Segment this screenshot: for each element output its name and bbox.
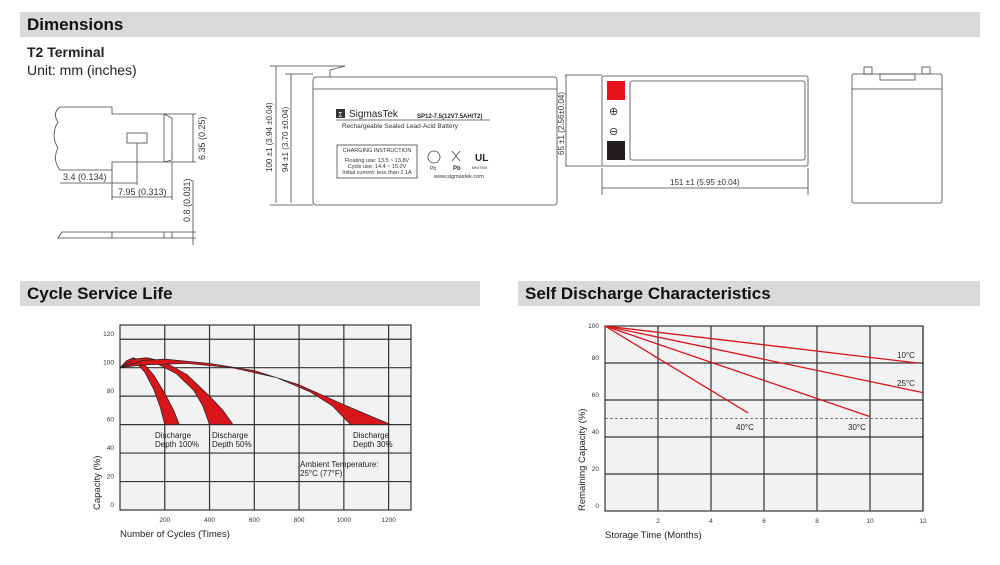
- positive-symbol-icon: ⊕: [609, 106, 618, 118]
- y-tick-label: 20: [592, 466, 600, 473]
- discharge-band-3: [119, 358, 392, 425]
- annotation-line2: 25°C (77°F): [300, 469, 343, 478]
- series-label-line1: Discharge: [155, 431, 192, 440]
- dim-length-top: 151 ±1 (5.95 ±0.04): [670, 178, 740, 187]
- charging-line: Initial current: less than 2.1A: [342, 170, 412, 176]
- charging-line: Cycle use: 14.4 ~ 15.0V: [348, 164, 407, 170]
- y-tick-label: 100: [103, 360, 114, 367]
- series-label-line2: Depth 30%: [353, 440, 393, 449]
- self-discharge-chart: 2 4 6 8 10 12 0 20 40 60 80 100 Storage Time (Months…: [577, 323, 927, 541]
- dim-total-height: 100 ±1 (3.94 ±0.04): [265, 102, 274, 172]
- x-axis-label: Number of Cycles (Times): [120, 529, 230, 540]
- battery-side-view: [851, 66, 943, 204]
- terminal-title: T2 Terminal: [27, 44, 105, 60]
- cycle-service-life-chart: 200 400 600 800 1000 1200 0 20 40 60 80 100 120 Numbe…: [92, 324, 412, 540]
- negative-symbol-icon: ⊖: [609, 126, 618, 138]
- y-tick-label: 40: [107, 445, 115, 452]
- battery-top-view: ⊕ ⊖ 65 ±1 (2.56±0.04) 151 ±1 (5.95 ±0.04…: [557, 74, 809, 195]
- dim-length: 7.95 (0.313): [118, 187, 167, 197]
- crossed-bin-icon: [451, 150, 461, 162]
- series-label-line2: Depth 50%: [212, 440, 252, 449]
- y-axis-label: Remaining Capacity (%): [577, 409, 588, 511]
- dim-hole: 3.4 (0.134): [63, 172, 107, 182]
- series-label: 40°C: [736, 423, 754, 432]
- y-tick-label: 80: [592, 355, 600, 362]
- series-line: [604, 325, 749, 414]
- y-axis-label: Capacity (%): [92, 456, 103, 510]
- x-tick-label: 12: [919, 518, 927, 525]
- x-tick-label: 800: [294, 517, 305, 524]
- series-line: [604, 325, 924, 394]
- dim-width: 65 ±1 (2.56±0.04): [557, 92, 566, 155]
- y-tick-label: 60: [592, 392, 600, 399]
- dim-thickness: 0.8 (0.031): [182, 178, 192, 222]
- series-label-line1: Discharge: [353, 431, 390, 440]
- battery-subtitle: Rechargeable Sealed Lead-Acid Battery: [342, 123, 459, 130]
- series-line: [604, 325, 871, 418]
- model-number: SP12-7.5(12V7.5AH/T2): [417, 114, 482, 120]
- x-tick-label: 600: [249, 517, 260, 524]
- pb-label: Pb: [430, 166, 436, 172]
- recycle-icon: [427, 150, 441, 164]
- dim-height: 6.35 (0.25): [197, 116, 207, 160]
- section-header-self-discharge: Self Discharge Characteristics: [518, 281, 980, 306]
- x-tick-label: 400: [204, 517, 215, 524]
- x-tick-label: 8: [815, 518, 819, 525]
- pb-label: Pb: [453, 166, 461, 172]
- brand-logo-icon: [336, 109, 345, 118]
- annotation-line1: Ambient Temperature:: [300, 460, 379, 469]
- ul-logo-icon: UL: [475, 153, 488, 164]
- series-label: 25°C: [897, 379, 915, 388]
- positive-terminal: [607, 81, 625, 100]
- x-tick-label: 6: [762, 518, 766, 525]
- series-label: 10°C: [897, 351, 915, 360]
- y-tick-label: 20: [107, 474, 115, 481]
- series-label: 30°C: [848, 423, 866, 432]
- section-header-cycle-service-life: Cycle Service Life: [20, 281, 480, 306]
- dim-body-height: 94 ±1 (3.70 ±0.04): [281, 106, 290, 172]
- x-tick-label: 1000: [337, 517, 352, 524]
- battery-front-view: 100 ±1 (3.94 ±0.04) 94 ±1 (3.70 ±0.04) Σ…: [265, 65, 558, 206]
- terminal-drawing: 3.4 (0.134) 7.95 (0.313) 6.35 (0.25) 0.8…: [53, 106, 207, 245]
- ul-code: MH47928: [472, 166, 487, 170]
- x-tick-label: 1200: [381, 517, 396, 524]
- website: www.sigmastek.com: [433, 174, 484, 180]
- y-tick-label: 0: [595, 503, 599, 510]
- unit-label: Unit: mm (inches): [27, 62, 137, 78]
- section-header-dimensions: Dimensions: [20, 12, 980, 37]
- y-tick-label: 100: [588, 323, 599, 330]
- y-tick-label: 40: [592, 429, 600, 436]
- discharge-band-2: [119, 357, 234, 425]
- series-line: [604, 325, 918, 364]
- charging-line: Floating use: 13.5 ~ 13.8V: [345, 158, 410, 164]
- y-tick-label: 80: [107, 388, 115, 395]
- x-tick-label: 4: [709, 518, 713, 525]
- x-tick-label: 10: [866, 518, 874, 525]
- series-label-line1: Discharge: [212, 431, 249, 440]
- y-tick-label: 120: [103, 331, 114, 338]
- x-axis-label: Storage Time (Months): [605, 530, 702, 541]
- brand-logo-letter: Σ: [338, 112, 343, 119]
- x-tick-label: 200: [159, 517, 170, 524]
- y-tick-label: 0: [110, 502, 114, 509]
- negative-terminal: [607, 141, 625, 160]
- x-tick-label: 2: [656, 518, 660, 525]
- brand-name: SigmasTek: [349, 109, 399, 120]
- series-label-line2: Depth 100%: [155, 440, 199, 449]
- charging-title: CHARGING INSTRUCTION: [343, 148, 412, 154]
- y-tick-label: 60: [107, 417, 115, 424]
